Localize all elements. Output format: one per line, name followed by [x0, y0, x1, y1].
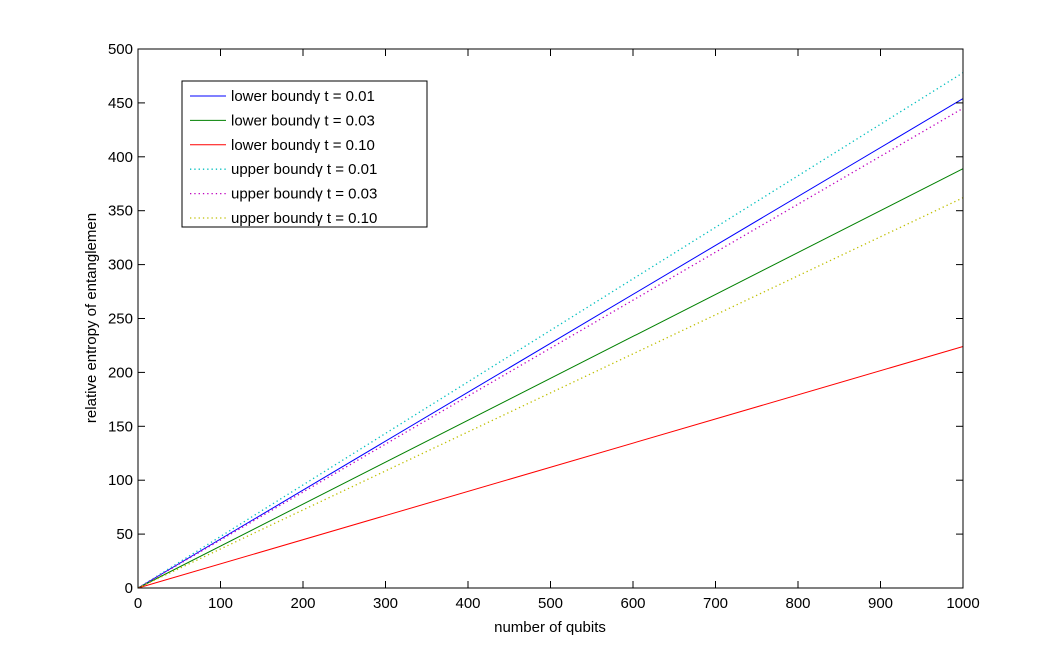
x-tick-label: 1000 — [946, 595, 979, 612]
x-tick-label: 700 — [703, 595, 728, 612]
legend-box — [181, 80, 428, 228]
x-tick-label: 0 — [134, 595, 142, 612]
legend-label: lower boundγ t = 0.03 — [231, 112, 375, 129]
y-tick-label: 300 — [108, 257, 133, 274]
series-line-6 — [137, 197, 964, 589]
x-tick-label: 100 — [208, 595, 233, 612]
x-tick-label: 500 — [538, 595, 563, 612]
y-tick-label: 350 — [108, 203, 133, 220]
series-line-1 — [137, 98, 964, 589]
y-tick-label: 0 — [125, 580, 133, 597]
x-tick-label: 600 — [620, 595, 645, 612]
y-tick-label: 450 — [108, 95, 133, 112]
legend-label: upper boundγ t = 0.03 — [231, 186, 377, 203]
legend-label: upper boundγ t = 0.10 — [231, 210, 377, 227]
x-tick-label: 300 — [373, 595, 398, 612]
series-line-4 — [137, 72, 964, 589]
x-tick-label: 900 — [868, 595, 893, 612]
x-axis-label: number of qubits — [494, 619, 606, 636]
legend-label: lower boundγ t = 0.10 — [231, 137, 375, 154]
x-tick-label: 400 — [455, 595, 480, 612]
legend-label: lower boundγ t = 0.01 — [231, 88, 375, 105]
x-tick-label: 800 — [785, 595, 810, 612]
y-axis-label: relative entropy of entanglemen — [83, 213, 100, 423]
series-line-3 — [137, 346, 964, 589]
legend: lower boundγ t = 0.01 lower boundγ t = 0.… — [181, 80, 428, 228]
y-tick-label: 100 — [108, 472, 133, 489]
series-layer — [137, 72, 964, 589]
legend-label: upper boundγ t = 0.01 — [231, 161, 377, 178]
y-tick-label: 50 — [116, 526, 133, 543]
x-tick-label: 200 — [290, 595, 315, 612]
y-tick-label: 400 — [108, 149, 133, 166]
y-tick-label: 500 — [108, 41, 133, 58]
series-line-2 — [137, 168, 964, 589]
ticks-layer: 0 100 200 300 400 500 600 700 800 900 1000 0 50 100 15… — [108, 41, 980, 612]
y-tick-label: 150 — [108, 418, 133, 435]
y-tick-label: 250 — [108, 311, 133, 328]
y-tick-label: 200 — [108, 364, 133, 381]
